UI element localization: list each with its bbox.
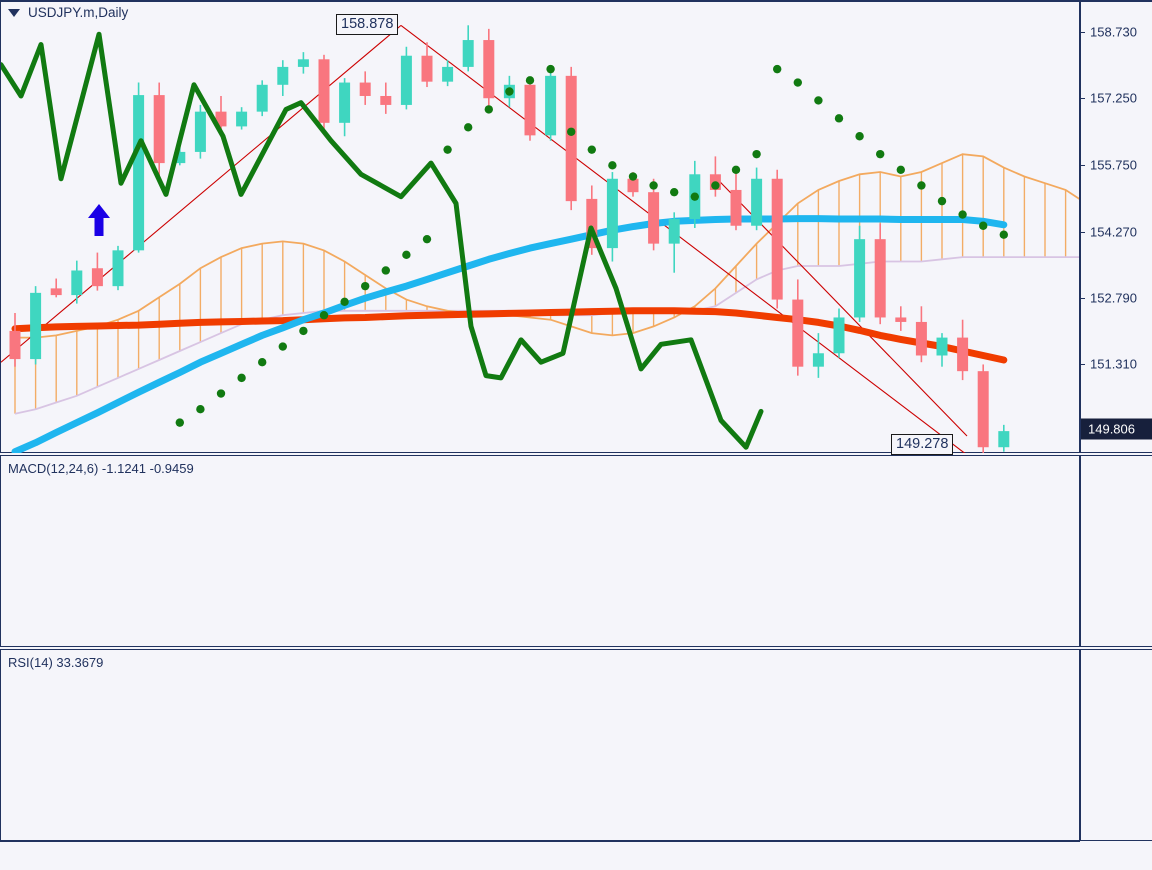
current-price-tag: 149.806 [1081, 418, 1152, 440]
price-axis-label: 155.750 [1090, 157, 1137, 173]
symbol-timeframe-label: USDJPY.m,Daily [28, 5, 129, 20]
price-scale[interactable]: 158.730 157.250 155.750 154.270 152.790 151.3… [1080, 0, 1152, 453]
price-axis-label: 157.250 [1090, 90, 1137, 106]
axis-tick [1080, 165, 1085, 167]
chart-title[interactable]: USDJPY.m,Daily [8, 5, 128, 20]
price-axis-label: 151.310 [1090, 356, 1137, 372]
rsi-canvas [1, 650, 1079, 840]
axis-tick [1080, 98, 1085, 100]
rsi-panel[interactable]: RSI(14) 33.3679 [0, 649, 1080, 841]
axis-tick [1080, 231, 1085, 233]
macd-canvas [1, 456, 1079, 646]
price-chart-canvas [1, 24, 1079, 453]
price-axis-label: 154.270 [1090, 224, 1137, 240]
rsi-scale[interactable] [1080, 649, 1152, 841]
macd-label: MACD(12,24,6) -1.1241 -0.9459 [8, 461, 194, 476]
price-chart-panel[interactable] [0, 0, 1080, 453]
triangle-down-icon[interactable] [8, 8, 20, 17]
time-scale[interactable] [0, 841, 1080, 870]
trendline-low-label: 149.278 [891, 434, 954, 455]
axis-divider [1080, 456, 1081, 646]
macd-scale[interactable] [1080, 455, 1152, 647]
axis-divider [1080, 650, 1081, 840]
macd-panel[interactable]: MACD(12,24,6) -1.1241 -0.9459 [0, 455, 1080, 647]
price-axis-label: 152.790 [1090, 290, 1137, 306]
axis-divider [1080, 2, 1081, 452]
axis-tick [1080, 32, 1085, 33]
axis-tick [1080, 297, 1085, 299]
trendline-high-label: 158.878 [336, 14, 399, 35]
rsi-label: RSI(14) 33.3679 [8, 655, 104, 670]
axis-tick [1080, 364, 1085, 365]
price-axis-label: 158.730 [1090, 24, 1137, 40]
